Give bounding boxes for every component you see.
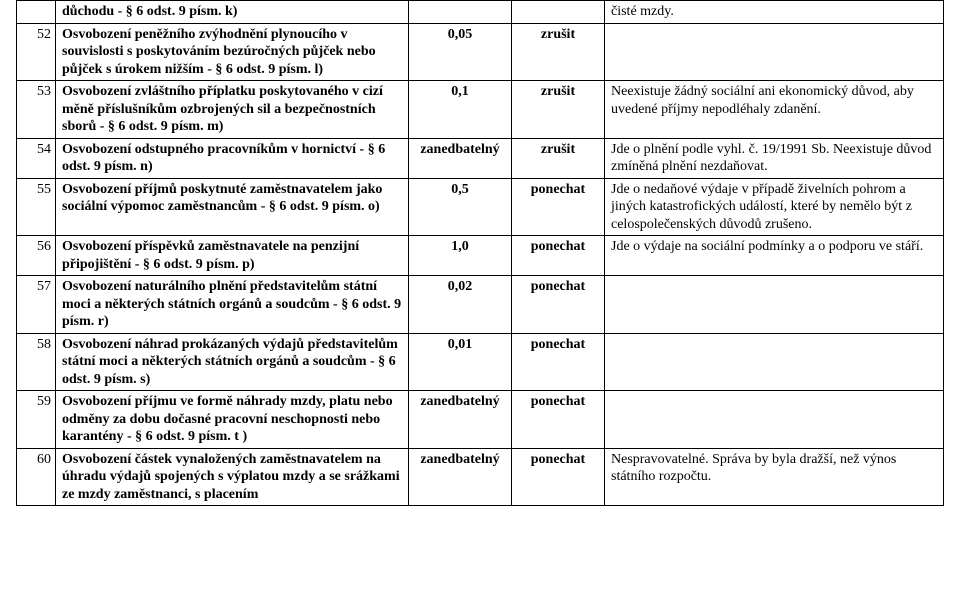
row-number: 54 — [17, 138, 56, 178]
row-action-text: ponechat — [531, 279, 585, 294]
row-description-text: Osvobození naturálního plnění představit… — [62, 279, 401, 329]
row-value: 0,05 — [409, 23, 512, 81]
row-action: ponechat — [512, 391, 605, 449]
table-row: 54Osvobození odstupného pracovníkům v ho… — [17, 138, 944, 178]
row-note — [605, 23, 944, 81]
row-number: 53 — [17, 81, 56, 139]
row-value: 0,5 — [409, 178, 512, 236]
row-value-text: 0,5 — [451, 182, 469, 197]
row-value-text: 0,05 — [448, 27, 473, 42]
row-value: 0,02 — [409, 276, 512, 334]
table-row: 55Osvobození příjmů poskytnuté zaměstnav… — [17, 178, 944, 236]
table-row: důchodu - § 6 odst. 9 písm. k) čisté mzdy… — [17, 1, 944, 24]
row-value — [409, 1, 512, 24]
row-action: ponechat — [512, 333, 605, 391]
row-action-text: ponechat — [531, 182, 585, 197]
row-number: 58 — [17, 333, 56, 391]
row-description: Osvobození částek vynaložených zaměstnav… — [56, 448, 409, 506]
row-note: Nespravovatelné. Správa by byla dražší, … — [605, 448, 944, 506]
row-action: ponechat — [512, 236, 605, 276]
table-row: 60Osvobození částek vynaložených zaměstn… — [17, 448, 944, 506]
row-action-text: ponechat — [531, 337, 585, 352]
row-description-text: Osvobození zvláštního příplatku poskytov… — [62, 84, 383, 134]
row-number: 57 — [17, 276, 56, 334]
row-description-text: Osvobození příjmu ve formě náhrady mzdy,… — [62, 394, 393, 444]
row-value: 0,1 — [409, 81, 512, 139]
row-value-text: zanedbatelný — [420, 452, 499, 467]
table-row: 52Osvobození peněžního zvýhodnění plynou… — [17, 23, 944, 81]
row-description: Osvobození odstupného pracovníkům v horn… — [56, 138, 409, 178]
row-description: Osvobození naturálního plnění představit… — [56, 276, 409, 334]
row-value: zanedbatelný — [409, 391, 512, 449]
row-action: zrušit — [512, 138, 605, 178]
table-row: 57Osvobození naturálního plnění představ… — [17, 276, 944, 334]
row-note: Jde o plnění podle vyhl. č. 19/1991 Sb. … — [605, 138, 944, 178]
row-description: Osvobození příspěvků zaměstnavatele na p… — [56, 236, 409, 276]
row-note: Jde o výdaje na sociální podmínky a o po… — [605, 236, 944, 276]
table-row: 53Osvobození zvláštního příplatku poskyt… — [17, 81, 944, 139]
row-description-text: Osvobození příspěvků zaměstnavatele na p… — [62, 239, 359, 272]
table-row: 58Osvobození náhrad prokázaných výdajů p… — [17, 333, 944, 391]
row-action-text: ponechat — [531, 239, 585, 254]
row-note: čisté mzdy. — [605, 1, 944, 24]
row-action-text: ponechat — [531, 452, 585, 467]
row-description: důchodu - § 6 odst. 9 písm. k) — [56, 1, 409, 24]
row-value: 1,0 — [409, 236, 512, 276]
row-description: Osvobození příjmu ve formě náhrady mzdy,… — [56, 391, 409, 449]
row-value: zanedbatelný — [409, 448, 512, 506]
row-number: 59 — [17, 391, 56, 449]
row-value-text: 0,1 — [451, 84, 469, 99]
row-number: 56 — [17, 236, 56, 276]
row-description: Osvobození příjmů poskytnuté zaměstnavat… — [56, 178, 409, 236]
row-note — [605, 276, 944, 334]
row-number: 60 — [17, 448, 56, 506]
row-number: 52 — [17, 23, 56, 81]
row-action: ponechat — [512, 178, 605, 236]
exemptions-table: důchodu - § 6 odst. 9 písm. k) čisté mzdy… — [16, 0, 944, 506]
row-action: ponechat — [512, 276, 605, 334]
row-note — [605, 333, 944, 391]
row-note — [605, 391, 944, 449]
row-description: Osvobození náhrad prokázaných výdajů pře… — [56, 333, 409, 391]
table-row: 56Osvobození příspěvků zaměstnavatele na… — [17, 236, 944, 276]
row-note: Neexistuje žádný sociální ani ekonomický… — [605, 81, 944, 139]
row-value-text: 0,02 — [448, 279, 473, 294]
row-action-text: zrušit — [541, 142, 575, 157]
row-number — [17, 1, 56, 24]
row-value-text: zanedbatelný — [420, 394, 499, 409]
row-action: zrušit — [512, 23, 605, 81]
row-description-text: Osvobození příjmů poskytnuté zaměstnavat… — [62, 182, 382, 215]
row-description: Osvobození peněžního zvýhodnění plynoucí… — [56, 23, 409, 81]
row-action: zrušit — [512, 81, 605, 139]
row-value-text: zanedbatelný — [420, 142, 499, 157]
row-number: 55 — [17, 178, 56, 236]
row-description-text: Osvobození peněžního zvýhodnění plynoucí… — [62, 27, 376, 77]
row-action — [512, 1, 605, 24]
row-description-text: Osvobození náhrad prokázaných výdajů pře… — [62, 337, 398, 387]
row-note: Jde o nedaňové výdaje v případě živelníc… — [605, 178, 944, 236]
row-value-text: 1,0 — [451, 239, 469, 254]
row-value-text: 0,01 — [448, 337, 473, 352]
row-action: ponechat — [512, 448, 605, 506]
row-description-text: Osvobození částek vynaložených zaměstnav… — [62, 452, 400, 502]
row-description-text: důchodu - § 6 odst. 9 písm. k) — [62, 4, 237, 19]
row-description-text: Osvobození odstupného pracovníkům v horn… — [62, 142, 385, 175]
row-value: 0,01 — [409, 333, 512, 391]
row-action-text: zrušit — [541, 27, 575, 42]
row-description: Osvobození zvláštního příplatku poskytov… — [56, 81, 409, 139]
table-row: 59Osvobození příjmu ve formě náhrady mzd… — [17, 391, 944, 449]
row-action-text: ponechat — [531, 394, 585, 409]
row-value: zanedbatelný — [409, 138, 512, 178]
row-action-text: zrušit — [541, 84, 575, 99]
